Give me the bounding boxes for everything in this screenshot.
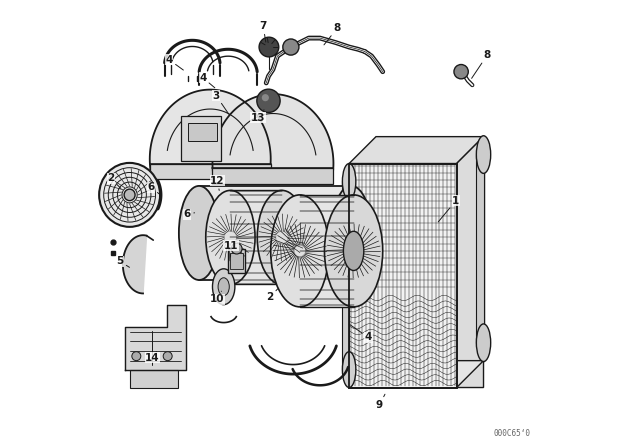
Ellipse shape <box>206 190 255 284</box>
Bar <box>228 249 245 273</box>
Text: 4: 4 <box>165 55 183 70</box>
Text: 10: 10 <box>210 291 225 304</box>
Text: 8: 8 <box>324 23 340 45</box>
Bar <box>349 164 457 388</box>
Polygon shape <box>349 137 484 164</box>
Polygon shape <box>123 235 147 293</box>
Text: 14: 14 <box>145 352 160 362</box>
Ellipse shape <box>283 39 299 55</box>
Polygon shape <box>212 94 333 176</box>
Polygon shape <box>457 137 484 388</box>
Ellipse shape <box>179 186 220 280</box>
Bar <box>188 123 217 141</box>
Polygon shape <box>349 361 484 388</box>
Polygon shape <box>199 186 351 280</box>
Text: 7: 7 <box>260 21 267 42</box>
Text: 2: 2 <box>108 173 121 189</box>
Text: 6: 6 <box>184 209 195 219</box>
Ellipse shape <box>342 352 356 388</box>
Ellipse shape <box>324 195 383 307</box>
Bar <box>230 253 243 269</box>
Ellipse shape <box>262 94 269 101</box>
Bar <box>212 168 333 184</box>
Text: 13: 13 <box>251 110 265 123</box>
Text: 9: 9 <box>376 394 385 409</box>
Ellipse shape <box>342 164 356 199</box>
Bar <box>349 164 457 388</box>
Ellipse shape <box>257 190 307 284</box>
Text: 000C65‘0: 000C65‘0 <box>493 429 531 438</box>
Bar <box>476 155 484 343</box>
Ellipse shape <box>476 324 491 362</box>
Text: 1: 1 <box>438 196 460 222</box>
Ellipse shape <box>271 195 329 307</box>
Text: 4: 4 <box>349 324 372 342</box>
Text: 12: 12 <box>210 176 225 190</box>
Text: 5: 5 <box>116 256 129 267</box>
Ellipse shape <box>132 352 141 361</box>
Polygon shape <box>125 305 186 370</box>
Ellipse shape <box>231 243 242 254</box>
Ellipse shape <box>99 163 160 227</box>
Ellipse shape <box>332 186 372 280</box>
Ellipse shape <box>454 65 468 79</box>
Bar <box>130 370 178 388</box>
Bar <box>150 164 271 179</box>
Bar <box>181 116 221 161</box>
Ellipse shape <box>257 89 280 112</box>
Text: 2: 2 <box>266 289 278 302</box>
Ellipse shape <box>344 231 364 271</box>
Text: 4: 4 <box>199 73 215 88</box>
Text: 3: 3 <box>212 90 229 114</box>
Text: 8: 8 <box>472 50 491 78</box>
Text: 11: 11 <box>224 241 238 257</box>
Polygon shape <box>150 90 271 171</box>
Ellipse shape <box>259 37 279 57</box>
Bar <box>376 137 484 361</box>
Ellipse shape <box>476 136 491 173</box>
Text: 6: 6 <box>148 182 161 195</box>
Ellipse shape <box>163 352 172 361</box>
Bar <box>342 181 349 370</box>
Ellipse shape <box>218 278 229 296</box>
Ellipse shape <box>212 269 235 305</box>
Ellipse shape <box>124 189 135 201</box>
Polygon shape <box>230 190 282 284</box>
Polygon shape <box>300 195 353 307</box>
